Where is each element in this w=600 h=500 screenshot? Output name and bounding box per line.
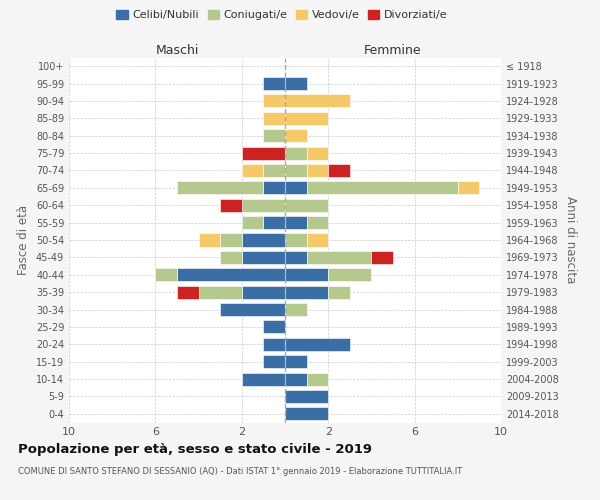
Bar — [285, 286, 328, 298]
Bar — [263, 129, 285, 142]
Bar — [263, 216, 285, 229]
Bar — [307, 234, 328, 246]
Y-axis label: Fasce di età: Fasce di età — [17, 205, 30, 275]
Bar — [328, 164, 350, 177]
Bar — [285, 234, 307, 246]
Bar — [285, 338, 350, 351]
Bar — [155, 268, 177, 281]
Bar — [371, 251, 393, 264]
Bar — [242, 198, 285, 212]
Bar — [263, 338, 285, 351]
Bar — [177, 182, 263, 194]
Bar — [220, 198, 242, 212]
Bar — [242, 146, 285, 160]
Bar — [285, 216, 307, 229]
Bar — [285, 77, 307, 90]
Bar — [263, 164, 285, 177]
Bar — [242, 164, 263, 177]
Bar — [242, 286, 285, 298]
Text: Femmine: Femmine — [364, 44, 422, 58]
Bar — [242, 251, 285, 264]
Bar — [242, 372, 285, 386]
Bar — [242, 234, 285, 246]
Bar — [285, 112, 328, 125]
Bar — [285, 129, 307, 142]
Bar — [199, 234, 220, 246]
Text: Maschi: Maschi — [155, 44, 199, 58]
Y-axis label: Anni di nascita: Anni di nascita — [564, 196, 577, 284]
Bar — [285, 198, 328, 212]
Bar — [307, 146, 328, 160]
Bar — [307, 372, 328, 386]
Bar — [263, 182, 285, 194]
Bar — [285, 164, 307, 177]
Bar — [285, 303, 307, 316]
Bar — [285, 408, 328, 420]
Bar — [177, 286, 199, 298]
Bar — [220, 234, 242, 246]
Legend: Celibi/Nubili, Coniugati/e, Vedovi/e, Divorziati/e: Celibi/Nubili, Coniugati/e, Vedovi/e, Di… — [112, 6, 452, 25]
Bar — [285, 146, 307, 160]
Bar — [285, 94, 350, 108]
Bar — [285, 355, 307, 368]
Bar — [307, 182, 458, 194]
Bar — [263, 77, 285, 90]
Bar — [263, 355, 285, 368]
Bar — [307, 251, 371, 264]
Bar — [307, 216, 328, 229]
Bar — [285, 251, 307, 264]
Bar — [285, 268, 328, 281]
Bar — [263, 94, 285, 108]
Bar — [242, 216, 263, 229]
Bar — [177, 268, 285, 281]
Bar — [199, 286, 242, 298]
Text: COMUNE DI SANTO STEFANO DI SESSANIO (AQ) - Dati ISTAT 1° gennaio 2019 - Elaboraz: COMUNE DI SANTO STEFANO DI SESSANIO (AQ)… — [18, 468, 462, 476]
Bar — [285, 372, 307, 386]
Bar — [220, 303, 285, 316]
Bar — [220, 251, 242, 264]
Bar — [307, 164, 328, 177]
Bar — [263, 112, 285, 125]
Bar — [285, 182, 307, 194]
Bar — [285, 390, 328, 403]
Bar — [328, 286, 350, 298]
Bar — [458, 182, 479, 194]
Text: Popolazione per età, sesso e stato civile - 2019: Popolazione per età, sesso e stato civil… — [18, 442, 372, 456]
Bar — [328, 268, 371, 281]
Bar — [263, 320, 285, 334]
